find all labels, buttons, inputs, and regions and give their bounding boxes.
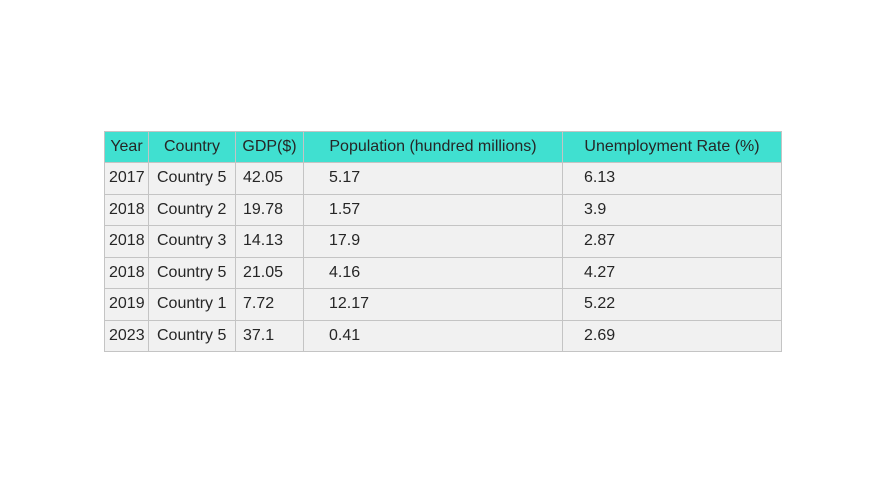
cell-year: 2019 [104, 288, 149, 321]
cell-year: 2018 [104, 225, 149, 258]
table-row: 2023 Country 5 37.1 0.41 2.69 [104, 319, 782, 352]
header-gdp: GDP($) [235, 131, 304, 163]
cell-year: 2018 [104, 193, 149, 226]
header-population: Population (hundred millions) [303, 131, 563, 163]
cell-unemployment-rate: 4.27 [562, 256, 782, 289]
table-row: 2017 Country 5 42.05 5.17 6.13 [104, 162, 782, 195]
cell-unemployment-rate: 3.9 [562, 193, 782, 226]
cell-population: 17.9 [303, 225, 563, 258]
cell-population: 5.17 [303, 162, 563, 195]
table-row: 2019 Country 1 7.72 12.17 5.22 [104, 288, 782, 321]
cell-population: 4.16 [303, 256, 563, 289]
data-table: Year Country GDP($) Population (hundred … [104, 131, 782, 352]
table-row: 2018 Country 2 19.78 1.57 3.9 [104, 193, 782, 226]
cell-year: 2018 [104, 256, 149, 289]
cell-gdp: 7.72 [235, 288, 304, 321]
cell-country: Country 5 [148, 162, 236, 195]
cell-year: 2023 [104, 319, 149, 352]
cell-population: 0.41 [303, 319, 563, 352]
cell-gdp: 42.05 [235, 162, 304, 195]
cell-gdp: 14.13 [235, 225, 304, 258]
cell-gdp: 37.1 [235, 319, 304, 352]
cell-population: 1.57 [303, 193, 563, 226]
cell-unemployment-rate: 2.69 [562, 319, 782, 352]
header-year: Year [104, 131, 149, 163]
data-table-container: Year Country GDP($) Population (hundred … [104, 131, 782, 352]
cell-unemployment-rate: 2.87 [562, 225, 782, 258]
cell-population: 12.17 [303, 288, 563, 321]
cell-country: Country 5 [148, 256, 236, 289]
cell-country: Country 1 [148, 288, 236, 321]
cell-country: Country 5 [148, 319, 236, 352]
header-unemployment-rate: Unemployment Rate (%) [562, 131, 782, 163]
cell-gdp: 21.05 [235, 256, 304, 289]
cell-gdp: 19.78 [235, 193, 304, 226]
cell-year: 2017 [104, 162, 149, 195]
cell-unemployment-rate: 5.22 [562, 288, 782, 321]
table-header-row: Year Country GDP($) Population (hundred … [104, 131, 782, 163]
cell-country: Country 2 [148, 193, 236, 226]
cell-country: Country 3 [148, 225, 236, 258]
table-row: 2018 Country 5 21.05 4.16 4.27 [104, 256, 782, 289]
cell-unemployment-rate: 6.13 [562, 162, 782, 195]
header-country: Country [148, 131, 236, 163]
table-row: 2018 Country 3 14.13 17.9 2.87 [104, 225, 782, 258]
